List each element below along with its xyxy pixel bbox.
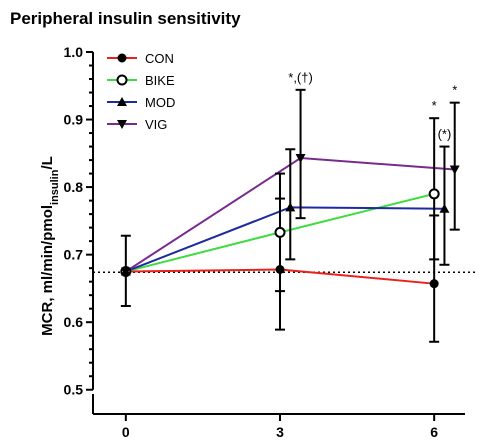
legend-marker-bike	[116, 74, 128, 86]
significance-annotation: *	[432, 98, 437, 113]
significance-annotation: *,(†)	[288, 70, 313, 85]
y-tick-label: 1.0	[64, 44, 84, 60]
chart-title: Peripheral insulin sensitivity	[10, 9, 241, 28]
legend-marker-con	[117, 53, 127, 63]
legend-marker-mod	[117, 97, 127, 106]
legend-marker-vig	[117, 120, 127, 129]
y-tick-label: 0.7	[64, 247, 84, 263]
y-axis-label-subscript: insulin	[49, 169, 61, 205]
marker-con	[429, 279, 439, 289]
marker-vig	[120, 267, 131, 277]
x-tick-label: 0	[122, 424, 130, 440]
annotations: *,(†)*(*)*	[288, 70, 457, 142]
markers	[120, 154, 460, 289]
y-tick-label: 0.6	[64, 314, 84, 330]
marker-vig	[449, 165, 460, 175]
x-tick-label: 3	[276, 424, 284, 440]
legend-label-mod: MOD	[145, 95, 175, 110]
legend: CON BIKE MOD VIG	[107, 51, 175, 132]
legend-label-vig: VIG	[145, 117, 167, 132]
axes: 0.5 0.6 0.7 0.8 0.9 1.0 0 3 6	[64, 44, 465, 440]
significance-annotation: *	[452, 83, 457, 98]
marker-bike	[274, 226, 286, 238]
marker-vig	[295, 154, 306, 164]
y-tick-label: 0.8	[64, 179, 84, 195]
x-tick-label: 6	[430, 424, 438, 440]
marker-bike	[428, 188, 440, 200]
y-tick-label: 0.9	[64, 112, 84, 128]
y-axis-label-suffix: /L	[39, 156, 56, 169]
marker-con	[275, 265, 285, 275]
marker-mod	[285, 202, 296, 212]
y-axis-label: MCR, ml/min/pmolinsulin/L	[39, 156, 61, 336]
legend-label-con: CON	[145, 51, 174, 66]
y-tick-label: 0.5	[64, 382, 84, 398]
significance-annotation: (*)	[438, 127, 452, 142]
y-axis-label-prefix: MCR, ml/min/pmol	[39, 205, 56, 336]
legend-label-bike: BIKE	[145, 73, 175, 88]
error-bars	[120, 88, 460, 343]
marker-mod	[439, 203, 450, 213]
